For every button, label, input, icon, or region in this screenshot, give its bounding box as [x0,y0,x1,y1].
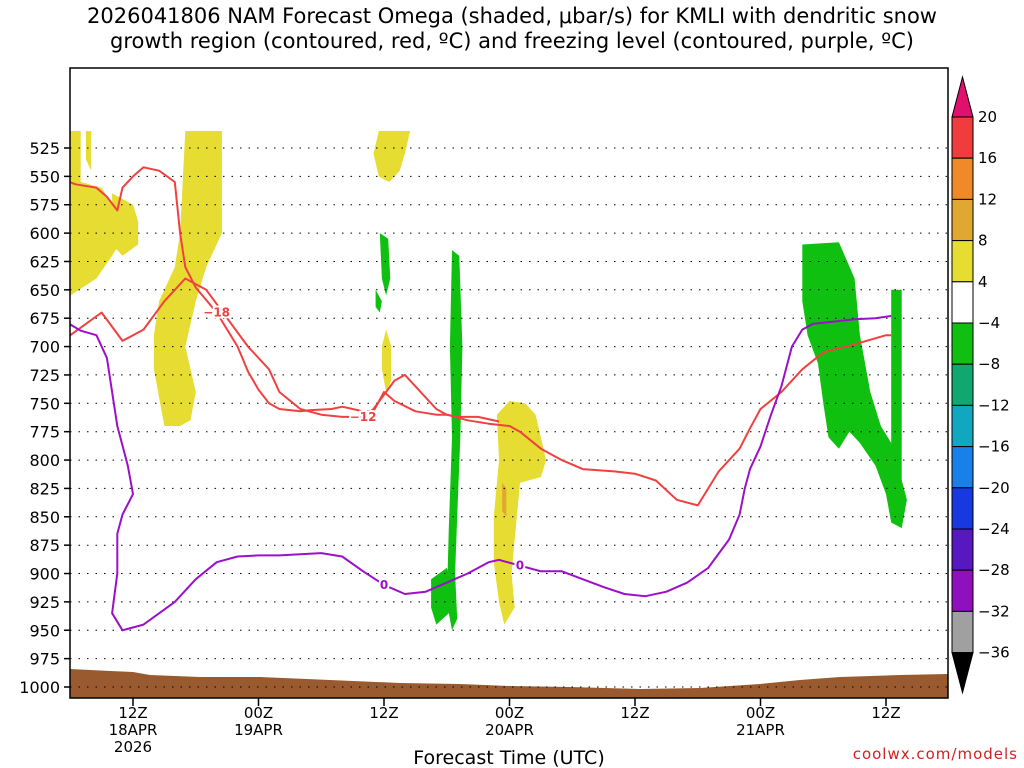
omega-region-pre-dawn [112,193,139,256]
time-tick-label-0-1: 12Z [118,704,147,722]
time-tick-label-6-1: 12Z [871,704,900,722]
chart-title: 2026041806 NAM Forecast Omega (shaded, μ… [0,4,1024,54]
omega-region-midday-lower-negative [375,289,382,313]
pressure-tick-label-600: 600 [29,224,60,243]
pressure-tick-label-950: 950 [29,621,60,640]
omega-colorbar: 20 16 12 8 4 −4 −8 −12 −16 −20 −24 −28 −32 −36 [951,75,1010,695]
pressure-tick-label-575: 575 [29,196,60,215]
pressure-tick-label-825: 825 [29,479,60,498]
pressure-axis: 525 550 575 600 625 650 675 700 725 750 775 800 825 8… [19,139,70,697]
time-tick-label-3-2: 20APR [485,721,534,739]
colorbar-segment-7 [951,404,974,448]
watermark-text: coolwx.com/models [852,745,1018,763]
colorbar-label-10: −24 [978,520,1010,538]
colorbar-segment-12 [951,610,974,654]
pressure-tick-label-550: 550 [29,167,60,186]
omega-region-low-blip [2,551,4,568]
colorbar-label-1: 16 [978,149,997,167]
colorbar-label-6: −8 [978,355,1000,373]
contour-lines: −18 −12 0 0 [70,166,892,632]
omega-region-midlevel-sliver [381,329,392,392]
colorbar-segment-1 [951,157,974,200]
ground-polygon [70,669,948,698]
omega-region-day2-column [493,401,547,625]
time-tick-label-4-1: 12Z [620,704,649,722]
omega-region-day2-vertical-negative [446,250,463,631]
omega-region-day3-negative [802,242,907,529]
colorbar-segment-0 [951,116,974,159]
colorbar-segment-6 [951,363,974,406]
chart-title-line-2: growth region (contoured, red, ºC) and f… [110,29,914,53]
omega-region-early-column [70,131,123,296]
pressure-tick-label-700: 700 [29,338,60,357]
pressure-tick-label-850: 850 [29,508,60,527]
pressure-tick-label-525: 525 [29,139,60,158]
omega-region-day2-core [502,482,507,517]
colorbar-segment-2 [951,198,974,242]
colorbar-segment-5 [951,322,974,365]
pressure-tick-label-1000: 1000 [19,678,60,697]
colorbar-label-8: −16 [978,438,1010,456]
pressure-tick-label-750: 750 [29,394,60,413]
time-tick-label-5-1: 00Z [746,704,775,722]
omega-region-early-top [85,131,92,171]
colorbar-segment-3 [951,240,974,283]
pressure-tick-label-625: 625 [29,253,60,272]
colorbar-label-4: 4 [978,273,988,291]
pressure-tick-label-725: 725 [29,366,60,385]
omega-shading [2,131,907,631]
colorbar-under-triangle [951,652,974,695]
colorbar-label-12: −32 [978,602,1010,620]
dgz-bottom-contour [70,277,892,507]
pressure-tick-label-900: 900 [29,565,60,584]
time-tick-label-0-2: 18APR [109,721,158,739]
time-tick-label-1-2: 19APR [234,721,283,739]
pressure-tick-label-775: 775 [29,423,60,442]
omega-region-midday-upper-negative [379,233,391,296]
colorbar-label-7: −12 [978,396,1010,414]
pressure-tick-label-800: 800 [29,451,60,470]
time-tick-label-5-2: 21APR [736,721,785,739]
colorbar-label-2: 12 [978,190,997,208]
colorbar-label-13: −36 [978,644,1010,662]
pressure-tick-label-675: 675 [29,309,60,328]
pressure-tick-label-925: 925 [29,593,60,612]
colorbar-segment-4 [951,281,974,324]
chart-title-line-1: 2026041806 NAM Forecast Omega (shaded, μ… [87,4,937,28]
ground-layer [70,669,948,698]
pressure-grid [70,147,948,688]
colorbar-segment-10 [951,528,974,571]
pressure-tick-label-975: 975 [29,650,60,669]
freezing-level-contour [70,314,892,632]
omega-region-upper-midday [373,131,411,182]
colorbar-label-11: −28 [978,561,1010,579]
time-tick-label-2-1: 12Z [369,704,398,722]
colorbar-label-5: −4 [978,314,1000,332]
omega-region-right-edge-negative [891,289,902,483]
colorbar-over-triangle [951,75,974,118]
colorbar-label-0: 20 [978,108,997,126]
dgz-top-contour [70,166,500,423]
time-tick-label-3-1: 00Z [495,704,524,722]
pressure-tick-label-650: 650 [29,281,60,300]
freezing-level-label-right: 0 [516,559,524,573]
freezing-level-label-left: 0 [380,578,388,592]
pressure-tick-label-875: 875 [29,536,60,555]
time-tick-label-0-3: 2026 [114,738,152,756]
colorbar-segment-8 [951,446,974,489]
colorbar-segment-11 [951,569,974,612]
omega-region-day1-column [153,131,222,426]
colorbar-segment-9 [951,487,974,530]
dgz-bottom-contour-label: −12 [350,410,377,424]
dgz-top-contour-label: −18 [203,306,230,320]
x-axis-title: Forecast Time (UTC) [413,747,604,768]
colorbar-label-9: −20 [978,479,1010,497]
time-tick-label-1-1: 00Z [244,704,273,722]
colorbar-label-3: 8 [978,232,988,250]
